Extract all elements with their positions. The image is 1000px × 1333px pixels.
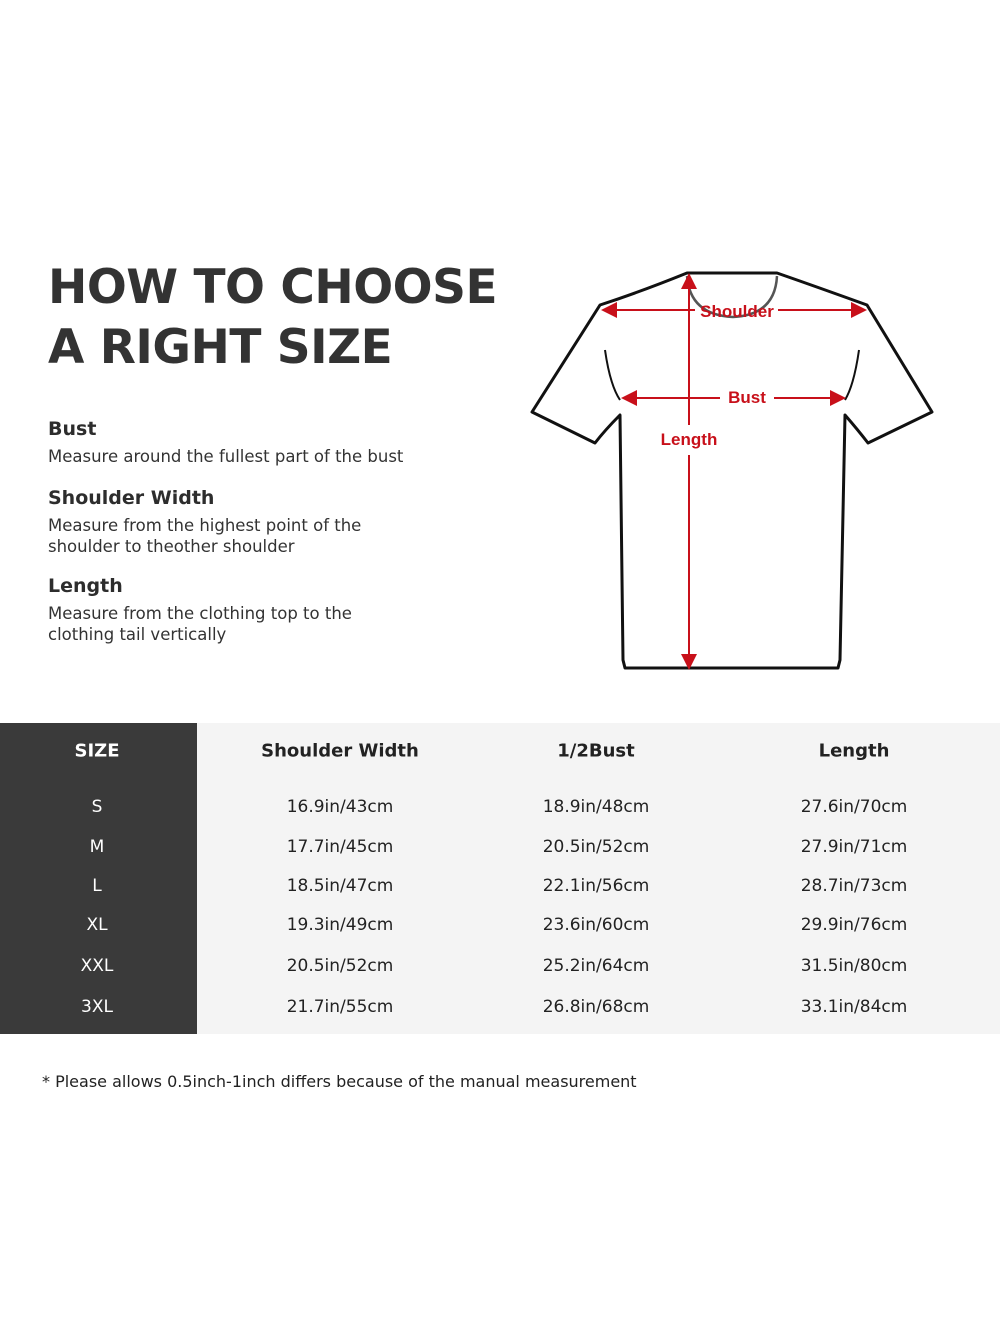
cell-shoulder-width: 20.5in/52cm: [286, 956, 394, 976]
cell-half-bust: 26.8in/68cm: [542, 997, 650, 1017]
cell-size: XXL: [80, 956, 114, 976]
cell-length: 27.9in/71cm: [800, 837, 908, 857]
size-column: SIZE S M L XL XXL 3XL: [0, 723, 197, 1034]
cell-half-bust: 22.1in/56cm: [542, 876, 650, 896]
cell-shoulder-width: 19.3in/49cm: [286, 915, 394, 935]
header-length: Length: [818, 740, 890, 762]
cell-length: 33.1in/84cm: [800, 997, 908, 1017]
cell-size: 3XL: [81, 997, 113, 1017]
tshirt-diagram: Shoulder Bust Length: [530, 271, 934, 670]
guide-bust: Bust Measure around the fullest part of …: [48, 418, 404, 466]
cell-length: 29.9in/76cm: [800, 915, 908, 935]
cell-shoulder-width: 16.9in/43cm: [286, 797, 394, 817]
guide-length: Length Measure from the clothing top to …: [48, 575, 352, 644]
cell-half-bust: 23.6in/60cm: [542, 915, 650, 935]
size-table: SIZE S M L XL XXL 3XL Shoulder Width 1/2Bust Len…: [0, 723, 1000, 1034]
guide-shoulder: Shoulder Width Measure from the highest …: [48, 487, 362, 556]
cell-shoulder-width: 18.5in/47cm: [286, 876, 394, 896]
cell-shoulder-width: 17.7in/45cm: [286, 837, 394, 857]
measurement-note: * Please allows 0.5inch-1inch differs be…: [42, 1072, 637, 1091]
bust-label: Bust: [728, 388, 766, 407]
cell-length: 27.6in/70cm: [800, 797, 908, 817]
cell-length: 28.7in/73cm: [800, 876, 908, 896]
cell-size: S: [91, 797, 103, 817]
cell-size: M: [89, 837, 105, 857]
shoulder-label: Shoulder: [700, 302, 774, 321]
cell-length: 31.5in/80cm: [800, 956, 908, 976]
page-title: HOW TO CHOOSE A RIGHT SIZE: [48, 260, 498, 375]
header-half-bust: 1/2Bust: [557, 740, 635, 762]
cell-half-bust: 18.9in/48cm: [542, 797, 650, 817]
header-size: SIZE: [74, 740, 120, 762]
cell-size: L: [92, 876, 102, 896]
cell-half-bust: 20.5in/52cm: [542, 837, 650, 857]
cell-half-bust: 25.2in/64cm: [542, 956, 650, 976]
header-shoulder-width: Shoulder Width: [261, 740, 419, 762]
cell-shoulder-width: 21.7in/55cm: [286, 997, 394, 1017]
length-label: Length: [661, 430, 718, 449]
tshirt-outline: [530, 271, 934, 670]
cell-size: XL: [86, 915, 108, 935]
